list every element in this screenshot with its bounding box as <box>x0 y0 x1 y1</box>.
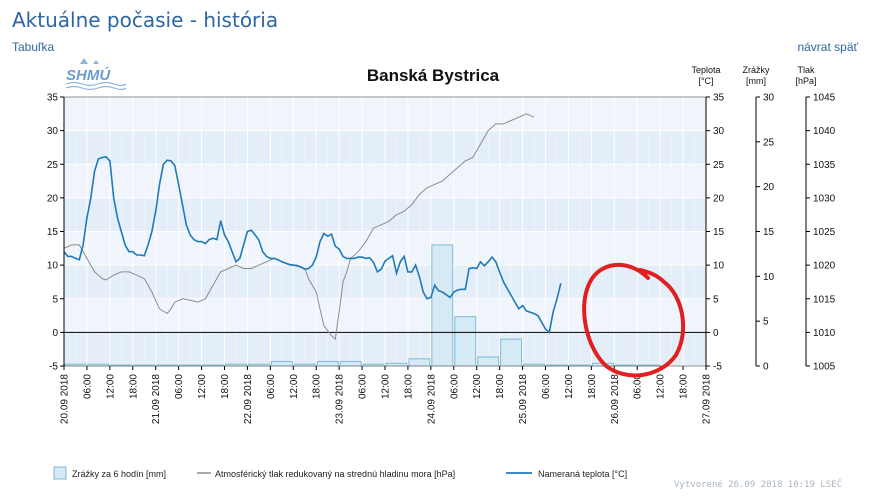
x-tick-label: 18:00 <box>495 374 506 399</box>
temperature-left-tick-label: 35 <box>47 93 59 104</box>
x-tick-label: 20.09 2018 <box>60 374 71 424</box>
x-tick-label: 18:00 <box>128 374 139 399</box>
precip-bar <box>339 361 362 367</box>
temperature-left-tick-label: 0 <box>52 328 58 339</box>
precip-tick-label: 5 <box>763 317 769 328</box>
x-tick-label: 21.09 2018 <box>151 374 162 424</box>
x-tick-label: 06:00 <box>541 374 552 399</box>
x-tick-label: 12:00 <box>381 374 392 399</box>
pressure-tick-label: 1025 <box>813 227 836 238</box>
x-tick-label: 18:00 <box>587 374 598 399</box>
page-title: Aktuálne počasie - história <box>12 8 279 32</box>
table-link[interactable]: Tabuľka <box>12 40 55 54</box>
pressure-line <box>63 113 535 341</box>
x-tick-label: 18:00 <box>312 374 323 399</box>
pressure-tick-label: 1030 <box>813 193 836 204</box>
pressure-tick-label: 1035 <box>813 160 836 171</box>
legend: Zrážky za 6 hodín [mm] Atmosférický tlak… <box>53 466 627 480</box>
x-tick-label: 12:00 <box>472 374 483 399</box>
precip-bar <box>270 361 293 367</box>
temperature-axis-unit: [°C] <box>698 76 713 86</box>
precip-bar <box>316 361 339 367</box>
temperature-line <box>63 156 562 334</box>
red-annotation-circle <box>582 262 686 378</box>
pressure-tick-label: 1040 <box>813 126 836 137</box>
x-tick-label: 27.09 2018 <box>702 374 713 424</box>
precip-tick-label: 10 <box>763 272 775 283</box>
pressure-tick-label: 1045 <box>813 93 836 104</box>
x-tick-label: 12:00 <box>105 374 116 399</box>
x-tick-label: 06:00 <box>449 374 460 399</box>
temperature-left-tick-label: 15 <box>47 227 59 238</box>
temperature-axis-label: Teplota <box>691 65 720 75</box>
created-timestamp: Vytvorené 26.09 2018 10:19 LSEČ <box>674 480 842 490</box>
legend-precip-swatch <box>53 466 67 480</box>
legend-precip: Zrážky za 6 hodín [mm] <box>72 469 166 479</box>
precip-bar <box>385 362 408 367</box>
pressure-tick-label: 1020 <box>813 261 836 272</box>
temperature-left-tick-label: 5 <box>52 294 58 305</box>
temperature-right-tick-label: 25 <box>713 160 725 171</box>
x-tick-label: 25.09 2018 <box>518 374 529 424</box>
pressure-tick-label: 1005 <box>813 362 836 373</box>
temperature-right-tick-label: 5 <box>713 294 719 305</box>
x-tick-label: 22.09 2018 <box>243 374 254 424</box>
x-tick-label: 12:00 <box>564 374 575 399</box>
temperature-right-tick-label: 0 <box>713 328 719 339</box>
x-tick-label: 18:00 <box>403 374 414 399</box>
x-tick-label: 12:00 <box>289 374 300 399</box>
temperature-right-tick-label: 10 <box>713 261 725 272</box>
chart-title: Banská Bystrica <box>367 66 500 85</box>
x-tick-label: 12:00 <box>197 374 208 399</box>
x-tick-label: 06:00 <box>633 374 644 399</box>
precip-bar <box>477 356 500 367</box>
temperature-right-tick-label: 35 <box>713 93 725 104</box>
precip-tick-label: 15 <box>763 227 775 238</box>
temperature-left-tick-label: 10 <box>47 261 59 272</box>
legend-pressure: Atmosférický tlak redukovaný na strednú … <box>215 469 455 479</box>
x-tick-label: 24.09 2018 <box>426 374 437 424</box>
x-tick-label: 26.09 2018 <box>610 374 621 424</box>
precip-bar <box>431 244 454 367</box>
precip-bar <box>454 316 477 367</box>
x-tick-label: 18:00 <box>220 374 231 399</box>
pressure-tick-label: 1015 <box>813 294 836 305</box>
x-tick-label: 06:00 <box>174 374 185 399</box>
shmu-logo: SHMÚ <box>65 58 127 91</box>
temperature-left-tick-label: 30 <box>47 126 59 137</box>
shmu-logo-text: SHMÚ <box>66 66 111 84</box>
x-tick-label: 23.09 2018 <box>335 374 346 424</box>
legend-temperature: Nameraná teplota [°C] <box>538 469 627 479</box>
temperature-right-tick-label: 15 <box>713 227 725 238</box>
temperature-left-tick-label: 25 <box>47 160 59 171</box>
x-tick-label: 18:00 <box>679 374 690 399</box>
precip-axis-label: Zrážky <box>743 65 771 75</box>
precip-tick-label: 25 <box>763 137 775 148</box>
precip-bar <box>408 358 431 367</box>
temperature-left-tick-label: -5 <box>49 362 58 373</box>
temperature-right-tick-label: 20 <box>713 193 725 204</box>
temperature-right-tick-label: -5 <box>713 362 722 373</box>
precip-tick-label: 0 <box>763 362 769 373</box>
precip-axis-unit: [mm] <box>746 76 766 86</box>
precip-tick-label: 20 <box>763 182 775 193</box>
x-tick-label: 06:00 <box>266 374 277 399</box>
precip-bar <box>500 338 523 367</box>
back-link[interactable]: návrat späť <box>797 40 858 54</box>
x-tick-label: 06:00 <box>82 374 93 399</box>
x-tick-label: 06:00 <box>358 374 369 399</box>
temperature-left-tick-label: 20 <box>47 193 59 204</box>
pressure-tick-label: 1010 <box>813 328 836 339</box>
pressure-axis-unit: [hPa] <box>795 76 816 86</box>
x-tick-label: 12:00 <box>656 374 667 399</box>
pressure-axis-label: Tlak <box>797 65 815 75</box>
precip-tick-label: 30 <box>763 93 775 104</box>
temperature-right-tick-label: 30 <box>713 126 725 137</box>
